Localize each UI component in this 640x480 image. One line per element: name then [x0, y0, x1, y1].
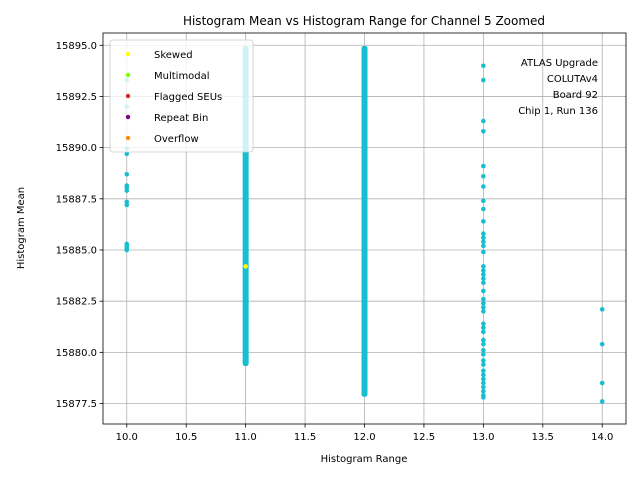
data-point [481, 280, 486, 286]
data-point [481, 231, 486, 236]
data-point [481, 264, 486, 269]
data-point [481, 235, 486, 241]
data-point [481, 243, 486, 249]
data-point [481, 395, 486, 400]
data-point [481, 384, 486, 390]
y-tick-label: 15880.0 [56, 348, 97, 359]
legend-marker [125, 72, 131, 78]
legend-label: Overflow [154, 134, 199, 145]
data-point [481, 163, 486, 169]
legend-label: Flagged SEUs [154, 92, 222, 103]
y-tick-label: 15887.5 [56, 194, 97, 205]
data-point [481, 276, 486, 281]
y-tick-label: 15882.5 [56, 297, 97, 308]
y-tick-label: 15885.0 [56, 245, 97, 256]
data-point [481, 368, 486, 374]
data-point [481, 219, 486, 224]
data-point [481, 376, 486, 382]
legend-label: Repeat Bin [154, 113, 208, 124]
data-point [481, 380, 486, 386]
data-point [481, 352, 486, 357]
legend-marker [125, 114, 131, 120]
data-point [481, 321, 486, 326]
x-tick-label: 12.0 [353, 432, 375, 443]
x-axis-label: Histogram Range [321, 454, 408, 465]
data-point [481, 206, 486, 212]
axis-ticks: 10.0 10.5 11.0 11.5 12.0 12.5 13.0 13.5 14.0 1587… [56, 41, 614, 443]
data-point [481, 239, 486, 245]
data-point [481, 249, 486, 255]
x-tick-label: 10.0 [116, 432, 138, 443]
legend-label: Multimodal [154, 71, 210, 82]
x-tick-label: 14.0 [591, 432, 613, 443]
run-annotation: ATLAS Upgrade COLUTAv4 Board 92 Chip 1, Run… [518, 58, 598, 117]
data-point [481, 272, 486, 277]
y-tick-label: 15890.0 [56, 143, 97, 154]
data-point [124, 199, 130, 205]
data-point [481, 329, 486, 335]
y-axis-label: Histogram Mean [16, 187, 27, 269]
legend: Skewed Multimodal Flagged SEUs Repeat Bin Ov… [109, 39, 254, 153]
legend-marker [125, 135, 131, 141]
chart-title: Histogram Mean vs Histogram Range for Ch… [183, 14, 545, 28]
data-point-column [361, 45, 368, 397]
annotation-line: ATLAS Upgrade [521, 58, 598, 69]
y-tick-label: 15892.5 [56, 92, 97, 103]
data-point [124, 183, 130, 188]
data-point [481, 348, 486, 353]
x-tick-label: 13.0 [472, 432, 494, 443]
annotation-line: Chip 1, Run 136 [518, 106, 598, 117]
data-point [599, 341, 605, 347]
data-point [481, 296, 486, 302]
x-tick-label: 11.5 [294, 432, 316, 443]
data-point [124, 151, 130, 157]
data-point [481, 63, 486, 69]
data-point [124, 171, 130, 177]
data-point [481, 184, 486, 189]
data-point [599, 399, 605, 404]
x-tick-label: 12.5 [413, 432, 435, 443]
legend-marker [125, 51, 131, 57]
data-point [481, 337, 486, 343]
data-point [481, 198, 486, 204]
data-point [481, 372, 486, 378]
x-tick-label: 13.5 [532, 432, 554, 443]
data-point [481, 362, 486, 367]
annotation-line: Board 92 [553, 90, 598, 101]
data-point [481, 388, 486, 394]
data-point [481, 77, 486, 83]
data-point [481, 118, 486, 124]
data-point [481, 325, 486, 331]
data-point [481, 128, 486, 134]
data-point [481, 268, 486, 273]
legend-label: Skewed [154, 50, 193, 61]
data-point [124, 241, 130, 247]
y-tick-label: 15877.5 [56, 399, 97, 410]
legend-marker [125, 93, 131, 99]
data-point [481, 173, 486, 179]
data-point [599, 307, 605, 312]
annotation-line: COLUTAv4 [547, 74, 598, 85]
data-point [481, 305, 486, 310]
data-point [481, 309, 486, 314]
data-point [481, 300, 486, 306]
x-tick-label: 10.5 [175, 432, 197, 443]
data-point [481, 341, 486, 347]
legend-box [109, 39, 254, 153]
data-points [124, 45, 605, 404]
data-point [481, 358, 486, 363]
y-tick-label: 15895.0 [56, 41, 97, 52]
data-point [243, 264, 248, 269]
x-tick-label: 11.0 [235, 432, 257, 443]
data-point [599, 380, 605, 386]
data-point [481, 288, 486, 294]
